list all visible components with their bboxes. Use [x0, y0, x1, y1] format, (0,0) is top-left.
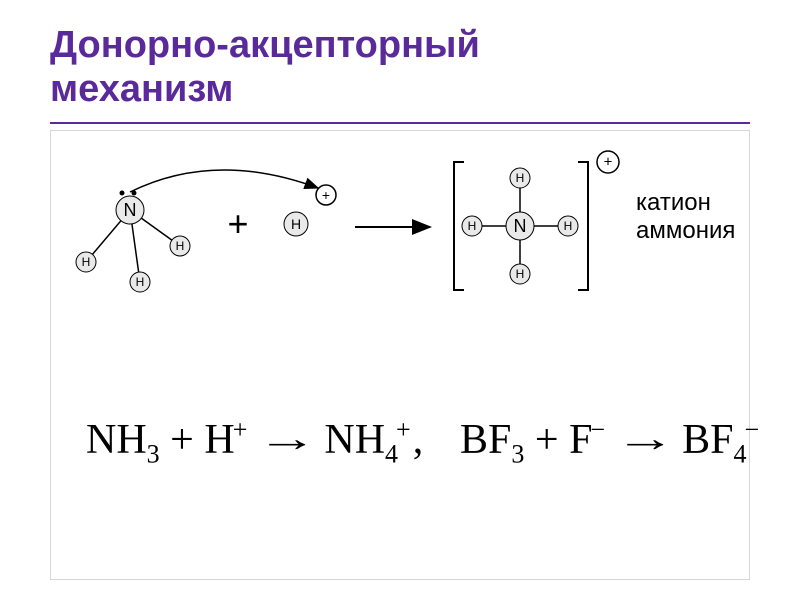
reaction-diagram: NHHH+H+NHHHH+катионаммония	[0, 0, 800, 600]
eq1-plus2: +	[396, 415, 411, 444]
svg-text:H: H	[516, 267, 525, 281]
eq1-arrow: →	[256, 417, 317, 461]
equation-bf3: BF3 + F− → BF4−	[460, 415, 761, 469]
eq1-sub3: 3	[147, 439, 160, 468]
eq2-arrow: →	[614, 417, 675, 461]
eq1-comma: ,	[413, 417, 424, 463]
svg-text:H: H	[82, 255, 91, 269]
eq2-bf4: BF	[682, 417, 733, 463]
svg-text:H: H	[468, 219, 477, 233]
eq2-bf: BF	[460, 417, 511, 463]
eq1-plus: +	[170, 417, 194, 463]
svg-text:H: H	[291, 216, 301, 232]
equation-nh3: NH3 + H+ → NH4+,	[86, 415, 423, 469]
eq1-nh: NH	[86, 417, 147, 463]
svg-text:аммония: аммония	[636, 217, 735, 244]
svg-text:+: +	[604, 154, 613, 171]
eq1-nh4: NH	[324, 417, 385, 463]
eq2-f: F	[569, 417, 592, 463]
svg-text:N: N	[514, 216, 527, 236]
svg-text:+: +	[227, 203, 248, 244]
svg-text:+: +	[322, 187, 330, 203]
slide: Донорно-акцепторный механизм NHHH+H+NHHH…	[0, 0, 800, 600]
eq2-sub3: 3	[511, 439, 524, 468]
eq2-minus: −	[744, 415, 759, 444]
eq2-fminus: −	[590, 415, 605, 444]
svg-text:H: H	[176, 239, 185, 253]
eq1-h: H	[204, 417, 234, 463]
eq1-hplus: +	[233, 415, 248, 444]
eq2-plus: +	[535, 417, 559, 463]
svg-text:H: H	[516, 171, 525, 185]
svg-text:H: H	[136, 275, 145, 289]
svg-text:N: N	[124, 200, 137, 220]
svg-text:H: H	[564, 219, 573, 233]
svg-text:катион: катион	[636, 189, 711, 216]
